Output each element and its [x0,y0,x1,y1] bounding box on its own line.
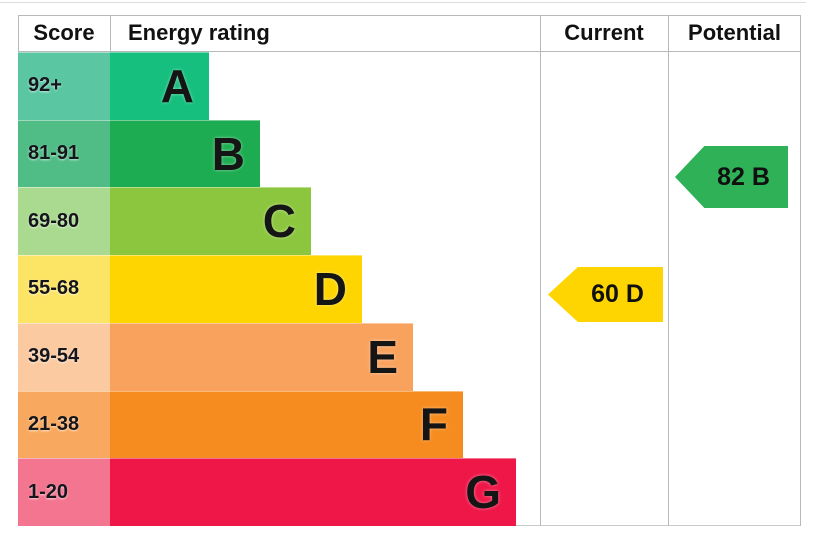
table-right-border [800,15,801,526]
band-bar-A: A [110,52,209,120]
current-arrow-label: 60 D [591,280,644,308]
band-bar-C: C [110,187,311,256]
potential-column-divider [668,15,669,526]
score-range-G: 1-20 [18,458,110,526]
potential-column-header: Potential [688,20,781,45]
epc-table: Score Energy rating Current Potential 92… [18,15,801,526]
band-bar-F: F [110,390,463,459]
rating-row-B: 81-91 B [18,119,801,188]
rating-row-D: 55-68 D [18,255,801,323]
band-bar-D: D [110,255,362,323]
page-top-divider [0,2,806,3]
score-range-D: 55-68 [18,255,110,323]
score-column-header: Score [33,20,95,45]
score-range-C: 69-80 [18,187,110,256]
band-bar-E: E [110,322,413,391]
rating-row-G: 1-20 G [18,458,801,526]
potential-arrow-label: 82 B [717,162,770,191]
score-energy-divider [110,15,111,51]
rating-row-C: 69-80 C [18,187,801,256]
band-bar-G: G [110,458,516,526]
rating-row-F: 21-38 F [18,390,801,459]
score-range-F: 21-38 [18,390,110,459]
rating-row-E: 39-54 E [18,322,801,391]
score-range-E: 39-54 [18,322,110,391]
score-range-A: 92+ [18,52,110,120]
header-bottom-border [18,51,801,52]
score-range-B: 81-91 [18,119,110,188]
header-top-border [18,15,801,16]
current-column-header: Current [564,20,644,45]
energy-rating-column-header: Energy rating [128,20,270,45]
rating-row-A: 92+ A [18,52,801,120]
band-bar-B: B [110,119,260,188]
header-left-border [18,15,19,51]
current-column-divider [540,15,541,526]
